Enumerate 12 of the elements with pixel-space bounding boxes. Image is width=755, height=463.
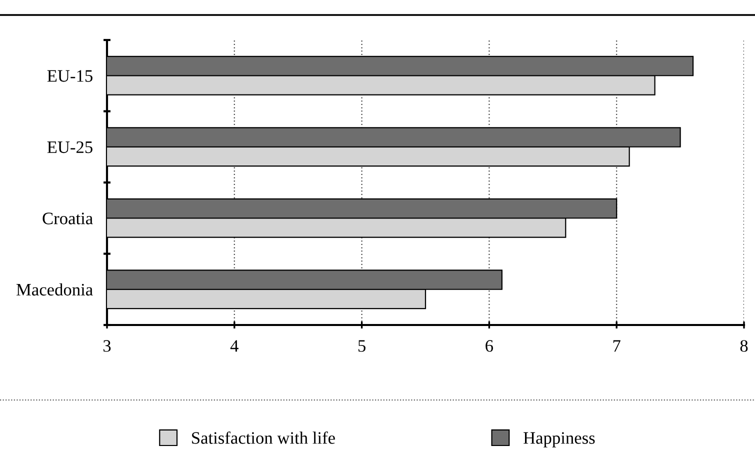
x-tick-label: 7	[613, 340, 620, 352]
y-tick-label: Macedonia	[16, 283, 93, 296]
y-tick-label: EU-15	[47, 70, 92, 82]
x-tick-label: 5	[358, 340, 366, 352]
x-tick-label: 3	[103, 340, 111, 352]
x-tick-label: 6	[486, 340, 494, 352]
legend-label: Happiness	[524, 432, 595, 448]
y-tick-label: EU-25	[47, 141, 92, 154]
legend-label: Satisfaction with life	[192, 431, 335, 444]
x-tick-label: 8	[740, 340, 748, 352]
x-tick-label: 4	[230, 340, 238, 352]
y-tick-label: Croatia	[42, 212, 93, 224]
